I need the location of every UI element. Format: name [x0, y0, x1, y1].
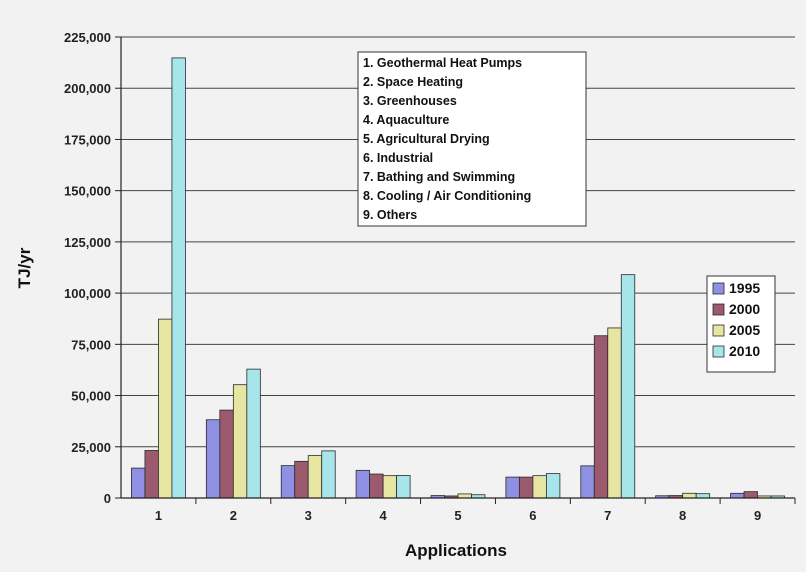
- bar-2000-app-9: [743, 491, 758, 499]
- bar-2010-app-7: [620, 274, 636, 499]
- bar-1995-app-4: [355, 469, 371, 499]
- x-tick-label: 2: [230, 508, 237, 523]
- application-key-box: 1. Geothermal Heat Pumps 2. Space Heating…: [357, 51, 587, 227]
- y-tick-label: 200,000: [64, 81, 111, 96]
- application-key-line: 7. Bathing and Swimming: [363, 170, 515, 184]
- y-axis-title: TJ/yr: [15, 247, 34, 288]
- x-tick-label: 3: [305, 508, 312, 523]
- axes: [115, 36, 796, 504]
- bar-1995-app-1: [131, 467, 146, 499]
- legend-label-2000: 2000: [729, 301, 760, 317]
- legend-label-2005: 2005: [729, 322, 760, 338]
- application-key-line: 8. Cooling / Air Conditioning: [363, 189, 531, 203]
- bar-1995-app-3: [280, 465, 296, 499]
- legend-swatch-2000: [712, 303, 725, 316]
- bar-2000-app-3: [294, 460, 309, 499]
- application-key-line: 6. Industrial: [363, 151, 433, 165]
- x-tick-label: 1: [155, 508, 162, 523]
- x-axis-title: Applications: [405, 541, 507, 560]
- bar-2005-app-4: [382, 475, 398, 499]
- y-tick-label: 0: [104, 491, 111, 506]
- application-key-line: 2. Space Heating: [363, 75, 463, 89]
- application-key-line: 3. Greenhouses: [363, 94, 457, 108]
- bar-2000-app-1: [144, 450, 159, 499]
- bar-1995-app-7: [580, 465, 595, 499]
- bars: [131, 57, 785, 499]
- application-key-line: 9. Others: [363, 208, 417, 222]
- x-tick-labels: 1 2 3 4 5 6 7 8 9: [155, 508, 761, 523]
- legend-swatch-1995: [712, 282, 725, 295]
- bar-1995-app-2: [205, 419, 221, 499]
- legend-swatch-2005: [712, 324, 725, 337]
- bar-2010-app-4: [396, 475, 411, 499]
- legend-label-1995: 1995: [729, 280, 760, 296]
- bar-2010-app-1: [171, 57, 186, 499]
- bar-2000-app-7: [593, 335, 609, 499]
- application-key-frame: [357, 51, 587, 227]
- bar-2005-app-7: [607, 327, 622, 499]
- y-tick-label: 125,000: [64, 235, 111, 250]
- y-tick-labels: 0 25,000 50,000 75,000 100,000 125,000 150,000…: [64, 30, 111, 506]
- legend: 1995 2000 2005 2010: [706, 275, 776, 373]
- bar-2010-app-3: [321, 450, 336, 499]
- bar-2005-app-1: [158, 318, 173, 499]
- x-tick-label: 7: [604, 508, 611, 523]
- bar-2000-app-2: [219, 409, 234, 499]
- application-key-line: 1. Geothermal Heat Pumps: [363, 56, 522, 70]
- x-tick-label: 8: [679, 508, 686, 523]
- bar-2000-app-6: [518, 476, 534, 499]
- bar-2010-app-2: [246, 368, 261, 499]
- bar-2005-app-3: [307, 455, 323, 499]
- y-tick-label: 75,000: [71, 337, 111, 352]
- y-tick-label: 225,000: [64, 30, 111, 45]
- bar-1995-app-9: [730, 492, 745, 499]
- x-tick-label: 6: [529, 508, 536, 523]
- y-tick-label: 100,000: [64, 286, 111, 301]
- x-tick-label: 5: [454, 508, 461, 523]
- bar-2005-app-6: [532, 475, 547, 499]
- bar-2010-app-8: [695, 493, 711, 499]
- bar-2005-app-5: [457, 493, 472, 499]
- y-tick-label: 25,000: [71, 440, 111, 455]
- y-tick-label: 175,000: [64, 132, 111, 147]
- legend-label-2010: 2010: [729, 343, 760, 359]
- application-key-line: 5. Agricultural Drying: [363, 132, 490, 146]
- y-tick-label: 150,000: [64, 184, 111, 199]
- bar-2000-app-4: [369, 473, 384, 499]
- bar-1995-app-6: [505, 476, 520, 499]
- bar-2005-app-8: [682, 492, 697, 499]
- legend-swatch-2010: [712, 345, 725, 358]
- y-tick-label: 50,000: [71, 389, 111, 404]
- application-key-line: 4. Aquaculture: [363, 113, 449, 127]
- bar-2005-app-2: [232, 384, 248, 499]
- x-tick-label: 4: [379, 508, 387, 523]
- bar-2010-app-6: [545, 473, 561, 499]
- x-tick-label: 9: [754, 508, 761, 523]
